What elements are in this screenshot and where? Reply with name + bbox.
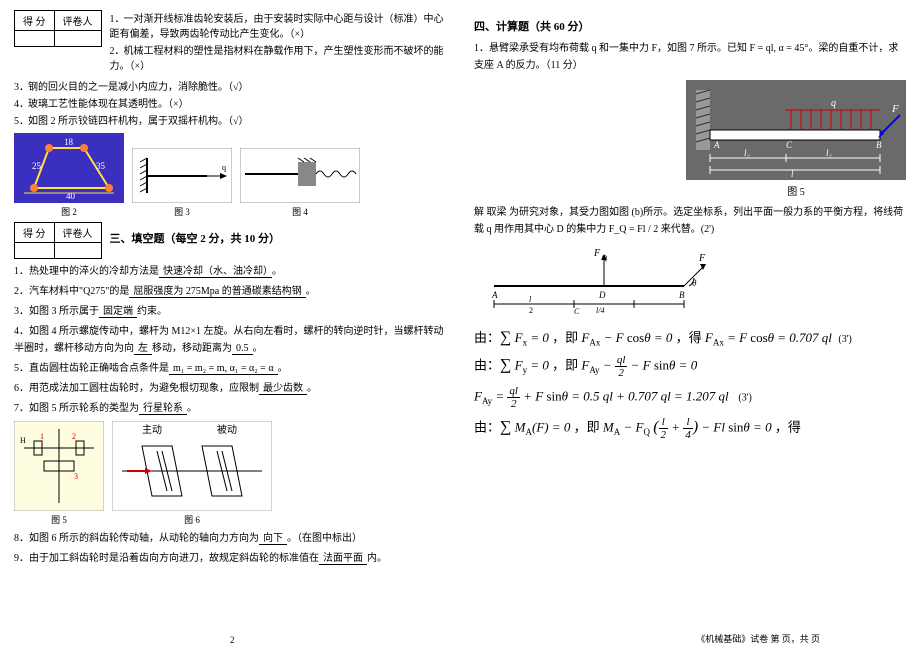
tf-q3: 3．钢的回火目的之一是减小内应力，消除脆性。（√） (14, 80, 446, 95)
eq-fy: 由：∑ Fy = 0 ，即 FAy − ql2 − F sinθ = 0 (474, 354, 906, 379)
fill-q2: 2．汽车材料中"Q275"的是屈服强度为 275Mpa 的普通碳素结构钢。 (14, 283, 446, 300)
svg-text:F: F (698, 253, 706, 264)
svg-text:θ: θ (692, 278, 697, 288)
svg-text:C: C (786, 140, 793, 150)
calc-q1: 1．悬臂梁承受有均布荷载 q 和一集中力 F，如图 7 所示。已知 F = ql… (474, 40, 906, 74)
score-table: 得 分 评卷人 (14, 10, 102, 47)
fig4-svg (240, 148, 360, 203)
fig6: 主动被动 图 6 (112, 421, 272, 526)
grader-cell: 评卷人 (54, 11, 101, 31)
fig3-svg: q (132, 148, 232, 203)
footer-label: 《机械基础》试卷 第 页，共 页 (696, 632, 820, 645)
svg-text:l: l (529, 295, 532, 304)
svg-text:A: A (491, 290, 498, 300)
tf-q5: 5．如图 2 所示铰链四杆机构，属于双摇杆机构。（√） (14, 114, 446, 129)
left-column: 得 分 评卷人 1．一对渐开线标准齿轮安装后，由于安装时实际中心距与设计（标准）… (0, 0, 460, 651)
svg-text:主动: 主动 (142, 424, 162, 436)
svg-text:Q: Q (602, 254, 607, 262)
fig2: 18 25 35 40 图 2 (14, 133, 124, 218)
figures-234: 18 25 35 40 图 2 q 图 3 (14, 133, 446, 218)
fill-q8: 8．如图 6 所示的斜齿轮传动轴，从动轮的轴向力方向为向下。（在图中标出） (14, 530, 446, 547)
fig5-svg: H 1 2 3 (14, 421, 104, 511)
svg-text:F: F (891, 103, 899, 115)
right-column: 四、计算题（共 60 分） 1．悬臂梁承受有均布荷载 q 和一集中力 F，如图 … (460, 0, 920, 651)
svg-text:2: 2 (529, 306, 533, 315)
free-body-diagram: FQ F θ A D B l 2 C l/4 (474, 246, 906, 319)
section3-title: 三、填空题（每空 2 分，共 10 分） (110, 230, 447, 246)
fill-q7: 7．如图 5 所示轮系的类型为行星轮系。 (14, 400, 446, 417)
svg-text:18: 18 (64, 137, 74, 147)
svg-text:l₂: l₂ (826, 148, 832, 158)
fill-q5: 5．直齿圆柱齿轮正确啮合点条件是m₁ = m₂ = m, α₁ = α₂ = α… (14, 360, 446, 377)
svg-text:l/4: l/4 (596, 306, 604, 315)
fill-q4: 4．如图 4 所示螺旋传动中，螺杆为 M12×1 左旋。从右向左看时，螺杆的转向… (14, 323, 446, 357)
svg-text:被动: 被动 (217, 423, 237, 436)
svg-text:q: q (831, 98, 836, 109)
eq-fay: FAy = ql2 + F sinθ = 0.5 ql + 0.707 ql =… (474, 385, 906, 410)
tf-header: 得 分 评卷人 1．一对渐开线标准齿轮安装后，由于安装时实际中心距与设计（标准）… (14, 10, 446, 76)
score-table-2: 得 分评卷人 (14, 222, 102, 259)
svg-text:25: 25 (32, 161, 42, 171)
eq-ma: 由：∑ MA(F) = 0 ，即 MA − FQ (l2 + l4) − Fl … (474, 416, 906, 441)
fill-q1: 1．热处理中的淬火的冷却方法是快速冷却（水、油冷却）。 (14, 263, 446, 280)
fig5: H 1 2 3 图 5 (14, 421, 104, 526)
fill-q9: 9．由于加工斜齿轮时是沿着齿向方向进刀，故规定斜齿轮的标准值在法面平面内。 (14, 550, 446, 567)
svg-text:D: D (598, 290, 606, 300)
svg-text:2: 2 (72, 432, 76, 441)
svg-text:B: B (679, 290, 685, 300)
score-cell: 得 分 (15, 11, 55, 31)
fig6-svg: 主动 被动 (112, 421, 272, 511)
section4-title: 四、计算题（共 60 分） (474, 18, 906, 34)
svg-text:A: A (713, 140, 720, 150)
fill-q3: 3．如图 3 所示属于固定端约束。 (14, 303, 446, 320)
svg-text:C: C (574, 307, 580, 316)
svg-text:3: 3 (74, 472, 78, 481)
fig2-svg: 18 25 35 40 (14, 133, 124, 203)
svg-text:F: F (593, 248, 601, 259)
calc-sol1: 解 取梁 为研究对象，其受力图如图 (b)所示。选定坐标系，列出平面一般力系的平… (474, 204, 906, 238)
svg-text:B: B (876, 140, 882, 150)
figures-56: H 1 2 3 图 5 主动被动 图 6 (14, 421, 446, 526)
fig4: 图 4 (240, 148, 360, 218)
svg-text:1: 1 (40, 432, 44, 441)
eq-fx: 由：∑ Fx = 0 ，即 FAx − F cosθ = 0 ，得 FAx = … (474, 327, 906, 348)
fig3: q 图 3 (132, 148, 232, 218)
tf-q1q2: 1．一对渐开线标准齿轮安装后，由于安装时实际中心距与设计（标准）中心距有偏差，导… (110, 10, 447, 76)
svg-text:q: q (222, 163, 226, 172)
svg-text:l₂: l₂ (744, 148, 750, 158)
svg-text:H: H (20, 436, 26, 445)
fig7-svg: q F A C B l₂ l₂ l (686, 80, 906, 180)
page-number: 2 (230, 635, 235, 645)
fig7-wrap: q F A C B l₂ l₂ l 图 5 (474, 80, 906, 198)
svg-text:35: 35 (96, 161, 106, 171)
fill-header: 得 分评卷人 三、填空题（每空 2 分，共 10 分） (14, 222, 446, 259)
tf-q4: 4．玻璃工艺性能体现在其透明性。（×） (14, 97, 446, 112)
fill-q6: 6．用范成法加工圆柱齿轮时，为避免根切现象，应限制最少齿数。 (14, 380, 446, 397)
